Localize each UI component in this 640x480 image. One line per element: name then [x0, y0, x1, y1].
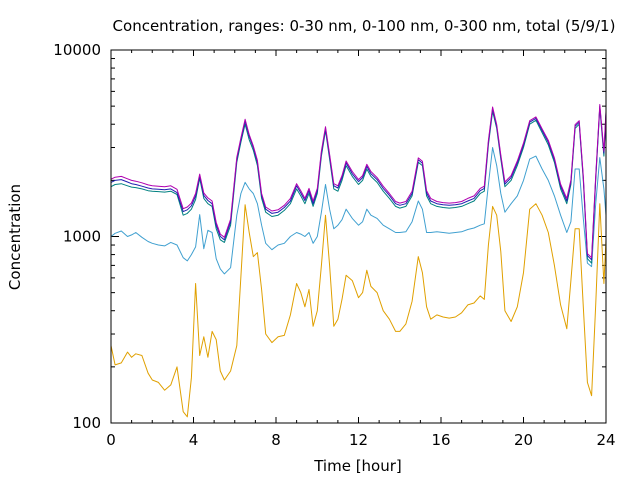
x-tick-label: 4: [189, 431, 199, 449]
series-line-2: [110, 147, 607, 275]
series-group: [110, 104, 607, 418]
x-tick-label: 16: [431, 431, 450, 449]
x-tick-label: 8: [271, 431, 281, 449]
y-axis-label: Concentration: [6, 184, 24, 290]
series-line-4: [110, 105, 607, 261]
x-tick-label: 12: [349, 431, 368, 449]
chart-title: Concentration, ranges: 0-30 nm, 0-100 nm…: [113, 17, 616, 35]
y-tick-label: 10000: [53, 41, 101, 59]
series-line-5: [110, 104, 607, 259]
series-line-1: [110, 203, 607, 418]
x-tick-label: 24: [596, 431, 615, 449]
x-tick-label: 20: [514, 431, 533, 449]
x-axis-label: Time [hour]: [313, 457, 402, 475]
series-line-3: [110, 107, 607, 264]
plot-frame: [110, 49, 607, 424]
y-tick-label: 100: [72, 414, 101, 432]
x-tick-label: 0: [106, 431, 116, 449]
axis-ticks: 0 4 8 12 16 20 24 100 1000 10000: [53, 41, 615, 449]
y-tick-label: 1000: [63, 228, 101, 246]
